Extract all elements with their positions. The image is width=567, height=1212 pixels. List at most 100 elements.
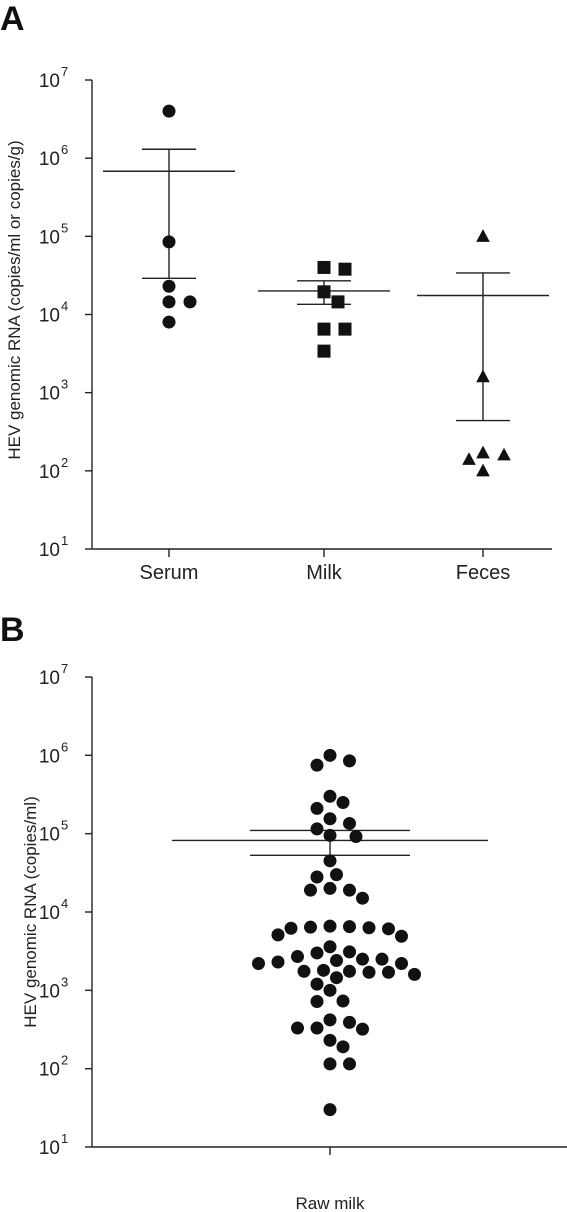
feces-data-point xyxy=(497,447,511,461)
milk-data-point xyxy=(317,285,331,299)
panel-b-y-tick-label: 10 xyxy=(39,1060,60,1081)
raw-milk-data-point xyxy=(343,1015,356,1029)
panel-b-y-tick-exponent: 2 xyxy=(61,1053,68,1068)
panel-b-y-tick-label: 10 xyxy=(39,903,60,924)
raw-milk-data-point xyxy=(310,977,324,991)
raw-milk-data-point xyxy=(304,883,317,897)
raw-milk-data-point xyxy=(330,954,343,968)
raw-milk-data-point xyxy=(356,1022,369,1036)
raw-milk-data-point xyxy=(323,789,337,803)
raw-milk-data-point xyxy=(304,920,317,934)
serum-data-point xyxy=(162,104,176,118)
panel-b-letter: B xyxy=(0,611,25,649)
raw-milk-data-point xyxy=(323,881,337,895)
raw-milk-data-point xyxy=(382,965,395,979)
raw-milk-data-point xyxy=(343,883,356,897)
raw-milk-data-point xyxy=(271,955,285,969)
panel-a-x-ticks xyxy=(168,549,484,557)
raw-milk-data-point xyxy=(310,1021,324,1035)
raw-milk-data-point xyxy=(310,946,324,960)
milk-data-point xyxy=(338,322,352,336)
panel-b-y-tick-exponent: 7 xyxy=(61,661,68,676)
panel-a-y-tick-exponent: 5 xyxy=(61,220,68,235)
raw-milk-data-point xyxy=(375,952,389,966)
panel-b-y-tick-label: 10 xyxy=(39,825,60,846)
panel-b-y-tick-exponent: 3 xyxy=(61,974,68,989)
raw-milk-data-point xyxy=(356,891,369,905)
raw-milk-data-point xyxy=(310,801,324,815)
raw-milk-data-point xyxy=(291,950,304,964)
panel-a-y-tick-label: 10 xyxy=(39,384,60,405)
raw-milk-data-point xyxy=(323,940,337,954)
panel-b-points xyxy=(252,748,421,1117)
raw-milk-data-point xyxy=(395,957,408,971)
panel-a: A HEV genomic RNA (copies/ml or copies/g… xyxy=(0,0,552,584)
raw-milk-data-point xyxy=(323,812,337,826)
category-label-milk: Milk xyxy=(306,562,343,584)
panel-a-error-bars xyxy=(103,148,549,422)
panel-a-y-tick-label: 10 xyxy=(39,306,60,327)
milk-data-point xyxy=(317,322,331,336)
serum-data-point xyxy=(162,279,176,293)
raw-milk-data-point xyxy=(310,995,324,1009)
panel-b-y-tick-exponent: 6 xyxy=(61,739,68,754)
raw-milk-data-point xyxy=(323,1103,337,1117)
raw-milk-data-point xyxy=(323,983,337,997)
raw-milk-data-point xyxy=(336,1040,350,1054)
panel-a-y-tick-exponent: 1 xyxy=(61,533,68,548)
raw-milk-data-point xyxy=(343,920,356,934)
panel-b-y-tick-exponent: 5 xyxy=(61,818,68,833)
raw-milk-data-point xyxy=(343,964,356,978)
panel-a-y-tick-exponent: 6 xyxy=(61,142,68,157)
panel-a-y-tick-label: 10 xyxy=(39,149,60,170)
raw-milk-data-point xyxy=(310,822,324,836)
raw-milk-data-point xyxy=(323,828,337,842)
raw-milk-data-point xyxy=(330,971,343,985)
feces-data-point xyxy=(462,452,476,465)
panel-a-y-tick-label: 10 xyxy=(39,540,60,561)
panel-a-points xyxy=(162,104,511,477)
raw-milk-data-point xyxy=(382,922,395,936)
raw-milk-data-point xyxy=(310,758,324,772)
milk-data-point xyxy=(317,344,331,358)
panel-a-y-axis-title: HEV genomic RNA (copies/ml or copies/g) xyxy=(5,140,24,459)
raw-milk-data-point xyxy=(336,795,350,809)
raw-milk-data-point xyxy=(343,1057,356,1071)
category-label-feces: Feces xyxy=(456,562,510,584)
panel-b-y-tick-label: 10 xyxy=(39,981,60,1002)
raw-milk-data-point xyxy=(336,994,350,1008)
raw-milk-data-point xyxy=(271,928,285,942)
raw-milk-data-point xyxy=(395,929,408,943)
serum-data-point xyxy=(183,295,197,309)
serum-data-point xyxy=(162,235,176,249)
panel-a-y-tick-exponent: 7 xyxy=(61,64,68,79)
panel-b-y-tick-label: 10 xyxy=(39,1138,60,1159)
raw-milk-data-point xyxy=(252,957,265,971)
raw-milk-data-point xyxy=(284,921,298,935)
milk-data-point xyxy=(338,262,352,276)
raw-milk-data-point xyxy=(323,1033,337,1047)
panel-b-y-tick-exponent: 1 xyxy=(61,1131,68,1146)
raw-milk-data-point xyxy=(323,1013,337,1027)
serum-data-point xyxy=(162,295,176,309)
raw-milk-data-point xyxy=(323,854,337,868)
feces-data-point xyxy=(476,463,490,477)
panel-a-y-tick-exponent: 2 xyxy=(61,455,68,470)
feces-data-point xyxy=(476,369,490,383)
panel-a-y-tick-label: 10 xyxy=(39,462,60,483)
panel-a-y-tick-exponent: 4 xyxy=(61,299,68,314)
milk-data-point xyxy=(331,295,345,309)
panel-b-y-tick-label: 10 xyxy=(39,746,60,767)
panel-b-y-tick-exponent: 4 xyxy=(61,896,68,911)
category-label-raw-milk: Raw milk xyxy=(296,1194,365,1212)
raw-milk-data-point xyxy=(310,870,324,884)
raw-milk-data-point xyxy=(343,945,356,959)
panel-b-y-axis-title: HEV genomic RNA (copies/ml) xyxy=(21,796,40,1027)
raw-milk-data-point xyxy=(408,967,421,981)
panel-a-y-tick-label: 10 xyxy=(39,71,60,92)
panel-a-y-tick-label: 10 xyxy=(39,227,60,248)
panel-b: B HEV genomic RNA (copies/ml) 10 110 210 31… xyxy=(0,611,567,1212)
